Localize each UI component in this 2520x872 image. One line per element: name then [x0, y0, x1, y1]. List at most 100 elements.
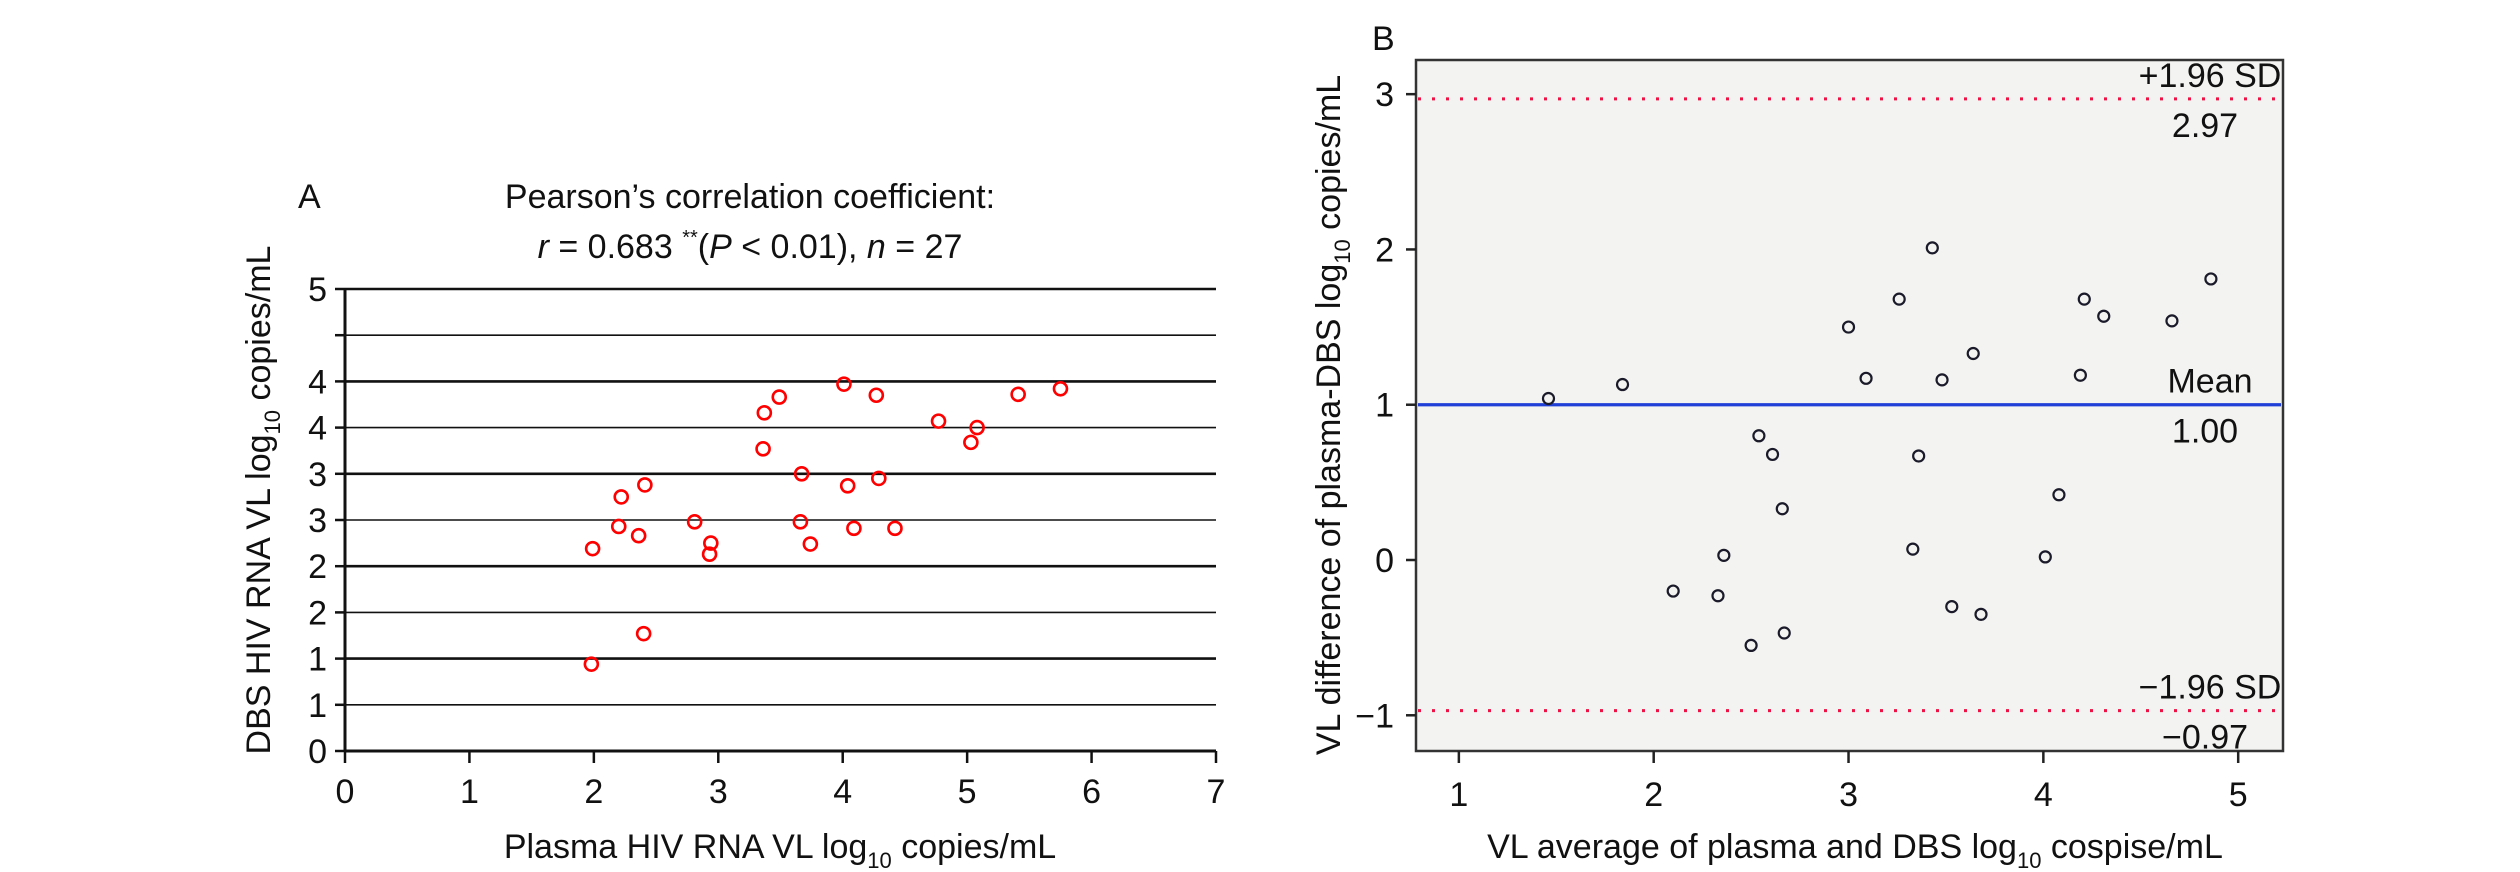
data-point — [1912, 449, 1926, 463]
x-tick-label: 0 — [336, 773, 355, 811]
y-tick-label: 2 — [308, 594, 327, 632]
data-point — [1935, 373, 1949, 387]
lower-limit-value: −0.97 — [2162, 719, 2248, 757]
panel-b-points — [1541, 241, 2218, 653]
data-point — [1052, 380, 1069, 397]
data-point — [1945, 599, 1959, 614]
data-point — [686, 514, 703, 530]
data-point — [2038, 550, 2052, 564]
data-point — [583, 656, 600, 672]
data-point — [2052, 488, 2066, 502]
y-tick-label: 4 — [308, 363, 327, 401]
data-point — [584, 540, 601, 557]
panel-a-x-ticks: 0 1 2 3 4 5 6 7 — [336, 751, 1226, 811]
data-point — [793, 465, 810, 482]
y-tick-label: 2 — [308, 548, 327, 586]
y-tick-label: 5 — [308, 271, 327, 309]
data-point — [610, 518, 627, 535]
data-point — [635, 625, 652, 642]
panel-a-x-axis-title: Plasma HIV RNA VL log10 copies/mL — [504, 828, 1056, 872]
x-tick-label: 7 — [1207, 773, 1226, 811]
data-point — [2077, 292, 2091, 306]
x-tick-label: 3 — [1839, 776, 1858, 814]
data-point — [756, 405, 773, 421]
data-point — [1841, 320, 1856, 334]
data-point — [2073, 368, 2087, 382]
y-tick-label: −1 — [1355, 697, 1394, 735]
data-point — [630, 527, 647, 544]
x-tick-label: 2 — [1644, 776, 1663, 814]
panel-b-reference-lines: +1.96 SD 2.97 Mean 1.00 −1.96 SD −0.97 — [1418, 57, 2281, 757]
y-tick-label: 4 — [308, 410, 327, 448]
y-tick-label: 3 — [308, 502, 327, 540]
y-tick-label: 0 — [308, 733, 327, 771]
data-point — [1541, 391, 1556, 406]
x-tick-label: 2 — [584, 773, 603, 811]
x-tick-label: 5 — [2229, 776, 2248, 814]
panel-a-title-line2: r = 0.683 **(P < 0.01), n = 27 — [538, 227, 963, 266]
data-point — [771, 389, 788, 405]
panel-b-bland-altman-chart: B +1.96 SD 2.97 Mean 1.00 −1.96 SD −0.97 −1 0 1… — [1310, 20, 2285, 872]
p-open: ( — [698, 228, 710, 266]
data-point — [1777, 626, 1791, 640]
data-point — [703, 535, 719, 551]
data-point — [1966, 346, 1980, 361]
panel-a-points — [583, 376, 1069, 672]
data-point — [2097, 309, 2111, 323]
data-point — [1925, 241, 1939, 255]
data-point — [1615, 377, 1630, 392]
data-point — [1906, 542, 1920, 556]
x-tick-label: 1 — [460, 773, 479, 811]
panel-b-letter: B — [1372, 20, 1395, 58]
y-tick-label: 3 — [308, 456, 327, 494]
data-point — [1717, 548, 1731, 562]
x-tick-label: 3 — [709, 773, 728, 811]
data-point — [868, 387, 885, 404]
y-tick-label: 2 — [1375, 231, 1394, 269]
data-point — [1974, 607, 1988, 621]
data-point — [637, 477, 653, 493]
panel-b-y-ticks: −1 0 1 2 3 — [1355, 76, 1416, 735]
data-point — [1765, 447, 1780, 462]
data-point — [846, 520, 862, 537]
data-point — [1711, 589, 1725, 603]
panel-b-y-axis-title: VL difference of plasma-DBS log10 copies… — [1310, 75, 1355, 755]
panel-a-y-axis-title: DBS HIV RNA VL log10 copies/mL — [240, 246, 285, 755]
y-tick-label: 1 — [308, 641, 327, 679]
data-point — [613, 489, 630, 505]
x-tick-label: 1 — [1449, 776, 1468, 814]
upper-limit-value: 2.97 — [2172, 107, 2238, 145]
mean-label: Mean — [2167, 363, 2252, 401]
data-point — [887, 520, 903, 537]
data-point — [1744, 638, 1758, 653]
data-point — [2204, 272, 2218, 286]
data-point — [969, 419, 985, 436]
data-point — [1775, 502, 1789, 516]
data-point — [701, 546, 718, 562]
panel-a-title-line1: Pearson’s correlation coefficient: — [505, 178, 995, 216]
r-value: = 0.683 — [549, 228, 682, 266]
p-symbol: P — [709, 228, 732, 266]
data-point — [870, 470, 887, 487]
data-point — [1892, 292, 1906, 306]
panel-b-x-ticks: 1 2 3 4 5 — [1449, 751, 2248, 814]
x-tick-label: 6 — [1082, 773, 1101, 811]
y-tick-label: 1 — [308, 687, 327, 725]
panel-a-y-ticks: 0 1 1 2 2 3 3 4 4 5 — [308, 271, 345, 771]
data-point — [836, 376, 852, 392]
data-point — [2165, 314, 2179, 328]
lower-limit-label: −1.96 SD — [2139, 669, 2282, 707]
panel-a-letter: A — [298, 178, 321, 216]
x-tick-label: 5 — [958, 773, 977, 811]
data-point — [802, 536, 819, 552]
data-point — [839, 478, 856, 494]
p-value: < 0.01), — [732, 228, 867, 266]
mean-value: 1.00 — [2172, 413, 2238, 451]
panel-a-correlation-chart: A Pearson’s correlation coefficient: r =… — [240, 178, 1225, 872]
data-point — [792, 514, 809, 530]
x-tick-label: 4 — [833, 773, 852, 811]
data-point — [963, 434, 979, 451]
y-tick-label: 1 — [1375, 387, 1394, 425]
x-tick-label: 4 — [2034, 776, 2053, 814]
